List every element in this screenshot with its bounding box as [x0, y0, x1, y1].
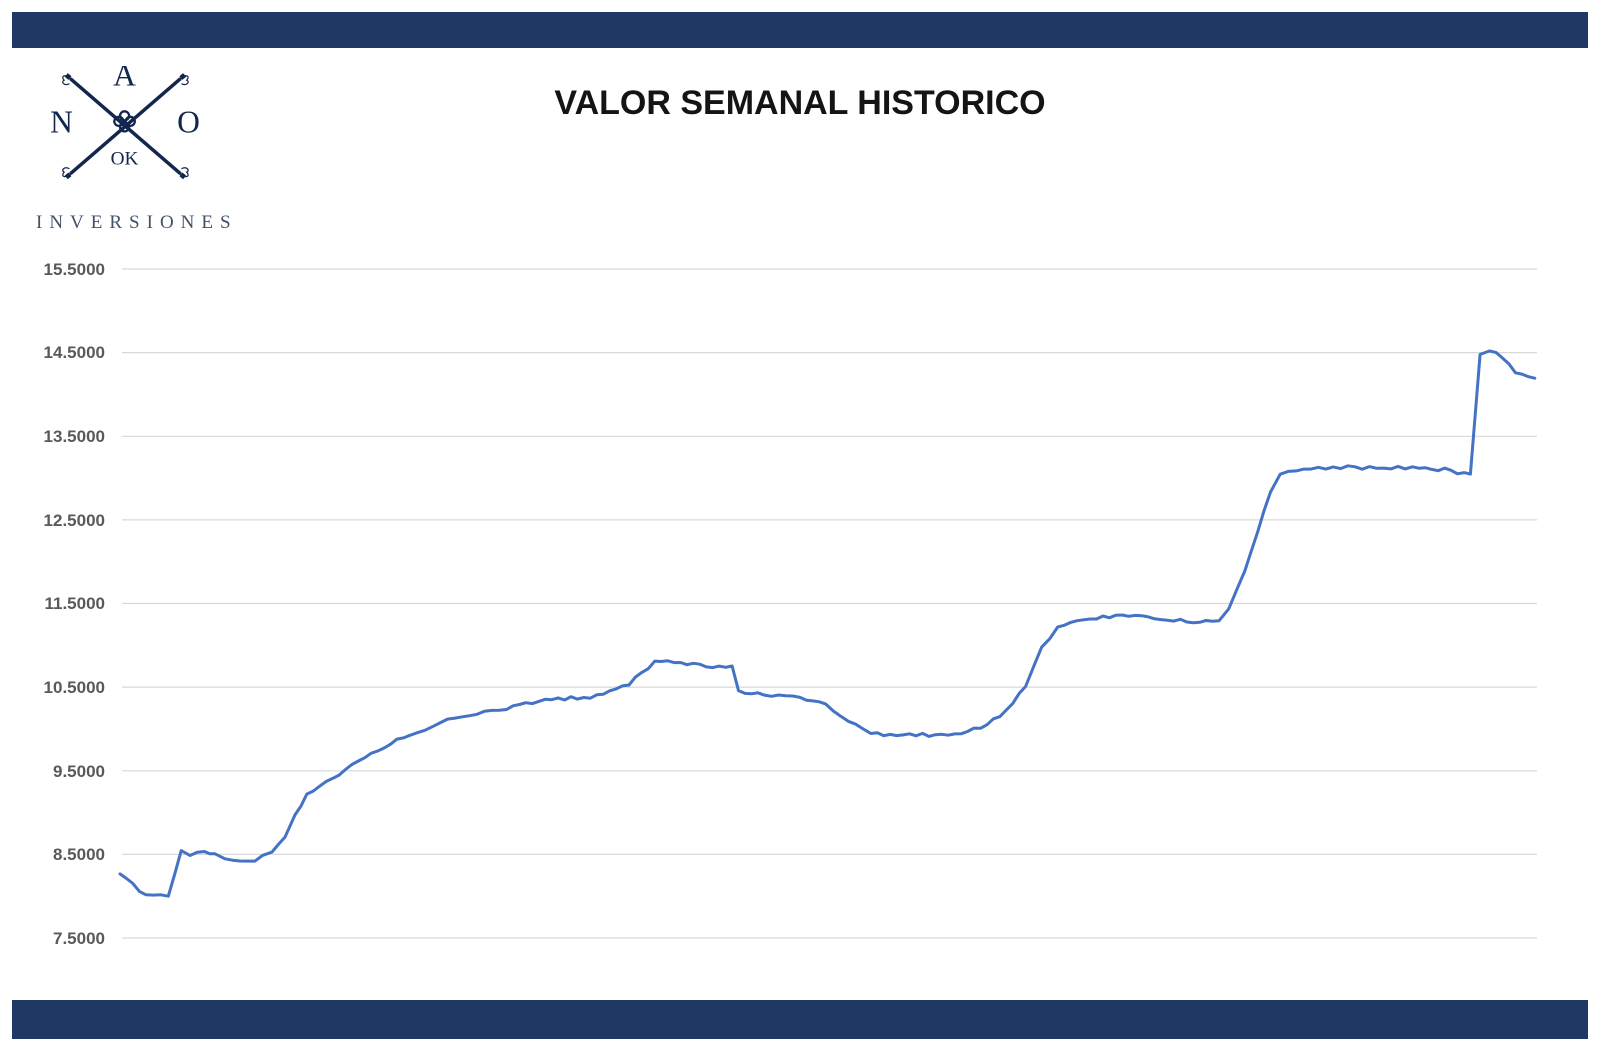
svg-text:N: N	[50, 105, 73, 140]
svg-text:A: A	[113, 66, 136, 92]
svg-text:O: O	[177, 105, 200, 140]
svg-text:OK: OK	[111, 148, 139, 169]
